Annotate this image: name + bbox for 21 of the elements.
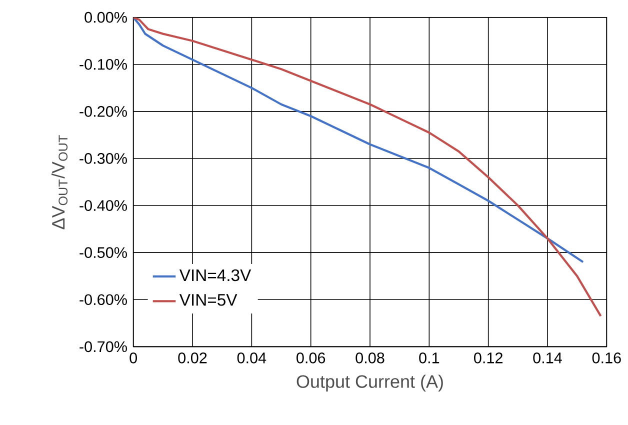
x-tick-label: 0.12	[474, 352, 502, 364]
x-tick-label: 0	[130, 352, 137, 364]
x-tick-label: 0.16	[592, 352, 621, 364]
legend-label: VIN=4.3V	[179, 269, 252, 282]
y-tick-label: -0.50%	[80, 246, 127, 258]
y-tick-label: 0.00%	[84, 12, 127, 23]
x-axis-title: Output Current (A)	[296, 374, 443, 392]
x-tick-label: 0.06	[296, 352, 326, 364]
x-tick-label: 0.08	[356, 352, 384, 364]
x-tick-label: 0.04	[237, 352, 266, 364]
y-tick-label: -0.70%	[80, 341, 127, 352]
y-axis-title: ΔV$_{OUT}$/V$_{OUT}$	[52, 135, 68, 230]
y-tick-label: -0.60%	[80, 294, 127, 305]
legend-label: VIN=5V	[179, 294, 238, 306]
y-tick-label: -0.40%	[80, 200, 127, 211]
y-tick-label: -0.10%	[80, 58, 127, 70]
y-tick-label: -0.20%	[80, 106, 127, 117]
y-tick-label: -0.30%	[80, 152, 127, 164]
x-tick-label: 0.14	[533, 352, 562, 364]
x-tick-label: 0.1	[419, 352, 440, 364]
x-tick-label: 0.02	[178, 352, 207, 364]
